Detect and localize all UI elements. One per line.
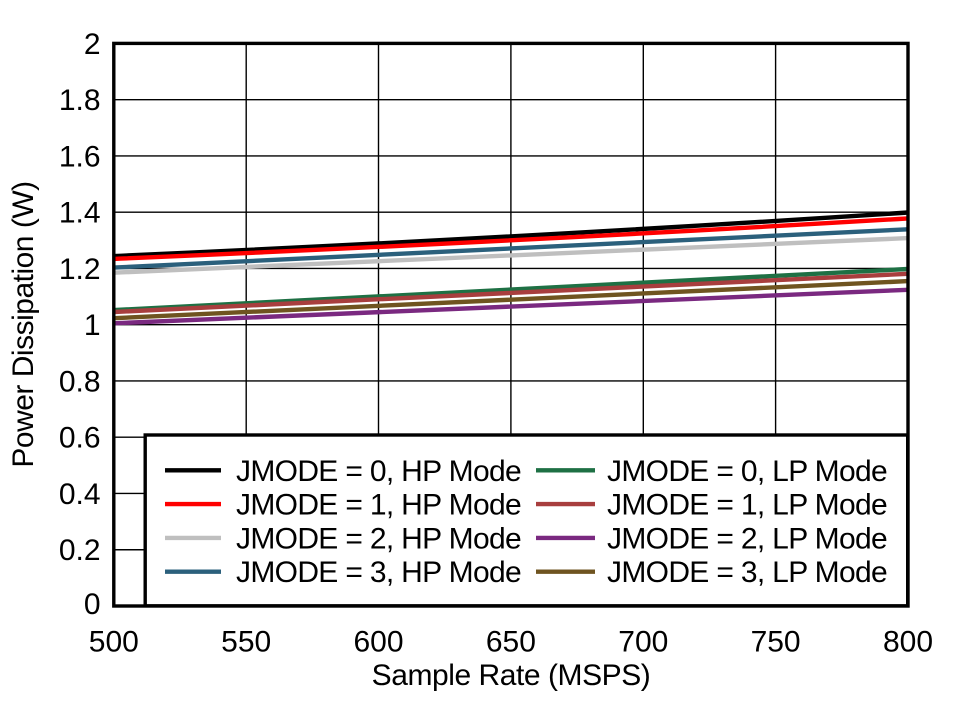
svg-text:800: 800 (883, 626, 933, 659)
svg-text:0.8: 0.8 (59, 366, 101, 399)
svg-text:0: 0 (84, 588, 101, 621)
svg-text:0.2: 0.2 (59, 534, 101, 567)
svg-text:Sample Rate (MSPS): Sample Rate (MSPS) (372, 659, 651, 692)
svg-text:1.4: 1.4 (59, 197, 101, 230)
svg-text:JMODE = 3, HP Mode: JMODE = 3, HP Mode (236, 556, 521, 589)
svg-text:550: 550 (221, 626, 271, 659)
svg-text:JMODE = 1, HP Mode: JMODE = 1, HP Mode (236, 489, 521, 522)
svg-text:650: 650 (486, 626, 536, 659)
svg-text:JMODE = 2, HP Mode: JMODE = 2, HP Mode (236, 522, 521, 555)
svg-text:500: 500 (89, 626, 139, 659)
svg-text:0.6: 0.6 (59, 422, 101, 455)
svg-text:0.4: 0.4 (59, 478, 101, 511)
svg-text:1.6: 1.6 (59, 140, 101, 173)
svg-text:JMODE = 1, LP Mode: JMODE = 1, LP Mode (607, 489, 887, 522)
svg-text:Power Dissipation (W): Power Dissipation (W) (7, 181, 40, 467)
svg-text:JMODE = 0, LP Mode: JMODE = 0, LP Mode (607, 455, 887, 488)
svg-text:1.2: 1.2 (59, 253, 101, 286)
svg-text:JMODE = 0, HP Mode: JMODE = 0, HP Mode (236, 455, 521, 488)
svg-text:700: 700 (618, 626, 668, 659)
svg-text:JMODE = 3, LP Mode: JMODE = 3, LP Mode (607, 556, 887, 589)
svg-text:750: 750 (751, 626, 801, 659)
svg-text:1: 1 (84, 309, 101, 342)
svg-text:2: 2 (84, 28, 101, 61)
svg-text:JMODE = 2, LP Mode: JMODE = 2, LP Mode (607, 522, 887, 555)
svg-text:1.8: 1.8 (59, 84, 101, 117)
svg-text:600: 600 (353, 626, 403, 659)
